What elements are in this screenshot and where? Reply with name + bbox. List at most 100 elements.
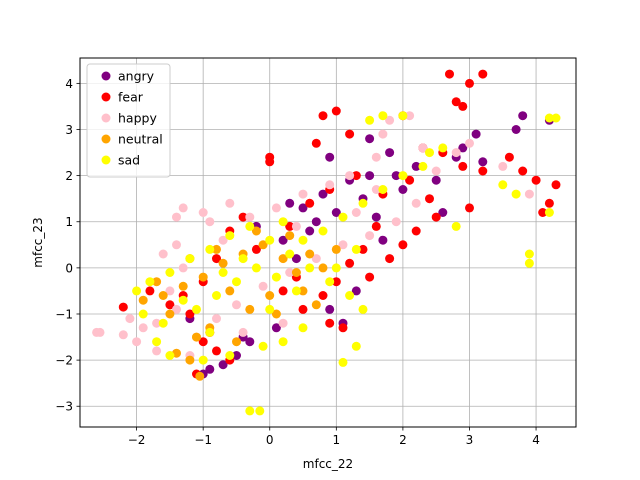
scatter-point-happy <box>172 304 181 314</box>
scatter-point-sad <box>345 291 355 300</box>
scatter-point-happy <box>524 189 534 199</box>
scatter-point-sad <box>351 341 361 351</box>
scatter-point-happy <box>125 314 135 324</box>
scatter-point-angry <box>391 171 401 181</box>
scatter-point-sad <box>238 254 248 264</box>
scatter-point-angry <box>351 286 361 296</box>
scatter-point-sad <box>451 221 461 231</box>
scatter-point-fear <box>351 171 361 181</box>
scatter-point-sad <box>338 357 348 367</box>
scatter-point-happy <box>152 346 162 356</box>
legend-label-fear: fear <box>118 90 144 105</box>
scatter-point-angry <box>318 189 328 199</box>
x-tick-label: 3 <box>466 433 474 447</box>
scatter-point-angry <box>478 157 488 167</box>
scatter-point-happy <box>325 180 335 190</box>
scatter-point-happy <box>278 318 288 328</box>
legend-box <box>86 63 171 178</box>
scatter-point-neutral <box>165 309 175 319</box>
scatter-point-neutral <box>311 300 321 310</box>
ticks-layer: −2 −1 0 1 2 3 4 −3 −2 −1 0 1 2 3 4 <box>55 77 540 447</box>
scatter-point-sad <box>365 115 375 125</box>
x-tick-label: 1 <box>333 433 341 447</box>
scatter-point-sad <box>132 286 142 296</box>
scatter-point-fear <box>331 106 341 116</box>
scatter-point-happy <box>178 263 188 273</box>
scatter-point-angry <box>291 254 301 264</box>
scatter-point-neutral <box>265 291 275 300</box>
scatter-point-fear <box>478 166 488 176</box>
plot-frame <box>79 57 577 428</box>
scatter-point-sad <box>225 351 235 360</box>
scatter-point-happy <box>378 129 388 139</box>
scatter-point-sad <box>338 212 348 222</box>
scatter-point-fear <box>165 300 175 310</box>
x-tick-label: −1 <box>194 433 212 447</box>
scatter-point-happy <box>431 166 441 176</box>
scatter-point-angry <box>311 217 321 227</box>
scatter-point-angry <box>365 171 375 181</box>
y-tick-label: 4 <box>65 77 73 91</box>
scatter-point-fear <box>358 244 368 254</box>
scatter-point-happy <box>172 240 181 250</box>
scatter-point-sad <box>551 113 561 123</box>
scatter-point-sad <box>544 208 554 217</box>
scatter-point-happy <box>212 314 221 324</box>
scatter-point-fear <box>285 221 295 231</box>
scatter-point-happy <box>245 212 255 222</box>
scatter-point-sad <box>265 304 275 314</box>
legend-label-sad: sad <box>118 153 140 168</box>
scatter-point-fear <box>538 208 548 217</box>
scatter-point-sad <box>398 171 408 181</box>
scatter-point-sad <box>152 337 162 347</box>
points-layer <box>92 69 561 416</box>
scatter-point-sad <box>285 249 295 259</box>
x-tick-label: 0 <box>266 433 274 447</box>
scatter-point-happy <box>391 217 401 227</box>
scatter-point-neutral <box>198 272 208 282</box>
scatter-point-fear <box>185 309 195 319</box>
scatter-point-sad <box>178 295 188 305</box>
scatter-point-sad <box>425 148 434 158</box>
scatter-point-angry <box>371 212 381 222</box>
scatter-point-happy <box>271 203 281 213</box>
scatter-point-neutral <box>192 332 201 342</box>
scatter-point-fear <box>504 152 514 162</box>
scatter-point-angry <box>438 208 448 217</box>
scatter-point-fear <box>278 286 288 296</box>
scatter-point-happy <box>92 327 102 337</box>
scatter-point-fear <box>451 97 461 107</box>
x-axis-label: mfcc_22 <box>303 457 353 471</box>
scatter-point-happy <box>205 217 215 227</box>
scatter-point-happy <box>238 327 248 337</box>
scatter-point-fear <box>212 254 221 264</box>
scatter-point-neutral <box>331 244 341 254</box>
scatter-point-happy <box>285 268 295 277</box>
scatter-point-fear <box>311 138 321 148</box>
x-tick-label: 2 <box>399 433 407 447</box>
scatter-point-angry <box>385 148 395 158</box>
scatter-point-fear <box>331 277 341 287</box>
scatter-point-angry <box>278 235 288 245</box>
scatter-point-sad <box>524 249 534 259</box>
scatter-point-neutral <box>298 286 308 296</box>
scatter-point-fear <box>431 212 441 222</box>
scatter-point-angry <box>285 198 295 208</box>
scatter-point-happy <box>172 212 181 222</box>
scatter-point-angry <box>325 152 335 162</box>
scatter-point-fear <box>345 129 355 139</box>
scatter-point-sad <box>358 304 368 314</box>
scatter-point-happy <box>138 323 148 333</box>
scatter-point-fear <box>544 198 554 208</box>
scatter-point-happy <box>232 300 241 310</box>
scatter-point-sad <box>225 231 235 241</box>
scatter-point-happy <box>165 286 175 296</box>
y-tick-label: −2 <box>55 354 73 368</box>
scatter-point-fear <box>458 161 468 171</box>
scatter-point-neutral <box>258 240 268 250</box>
scatter-point-sad <box>298 323 308 333</box>
scatter-point-angry <box>398 185 408 194</box>
scatter-point-happy <box>298 189 308 199</box>
scatter-point-sad <box>331 263 341 273</box>
